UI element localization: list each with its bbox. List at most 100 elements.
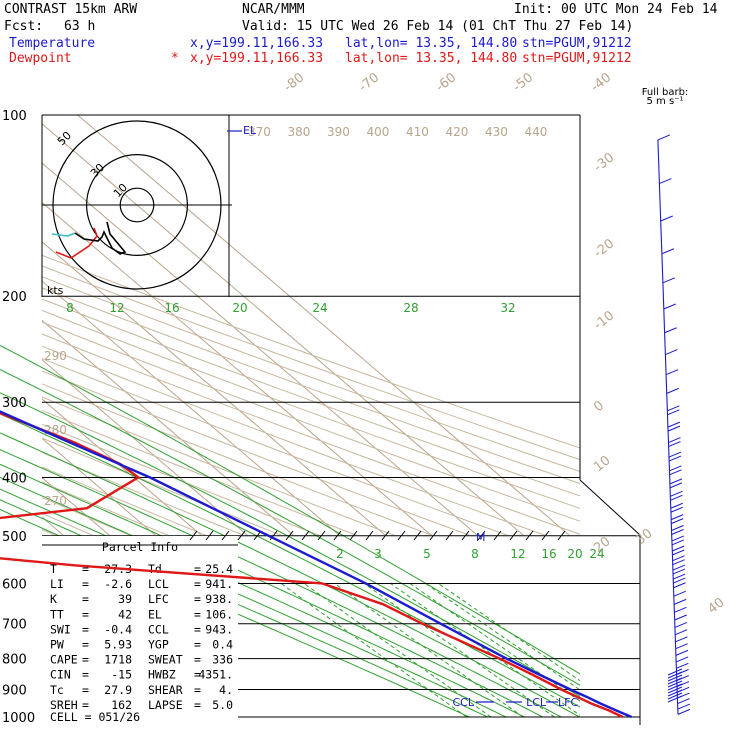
- parcel-equals: =: [194, 668, 201, 682]
- hatch-mark: [397, 530, 406, 541]
- hodograph-ring: [119, 187, 155, 223]
- dewpoint-profile-line: [0, 411, 624, 719]
- moist-adiabat-label: 8: [66, 301, 74, 315]
- moist-adiabat-label: 32: [500, 301, 515, 315]
- wind-barb: [668, 455, 682, 462]
- parcel-value: 336: [212, 653, 233, 667]
- mixing-ratio-line: [390, 582, 580, 716]
- wind-barb: [668, 451, 682, 458]
- temperature-profile-line: [0, 410, 633, 719]
- dry-adiabat-line: [42, 276, 580, 473]
- moist-adiabat-label: 16: [164, 301, 179, 315]
- mixing-ratio-label: 5: [423, 547, 431, 561]
- hatch-mark: [301, 530, 310, 541]
- theta-label: 420: [446, 125, 469, 139]
- parcel-value: 106.: [205, 607, 233, 621]
- theta-label: 440: [525, 125, 548, 139]
- wind-barb: [667, 677, 683, 685]
- dewpoint-station: stn=PGUM,91212: [522, 51, 632, 66]
- wind-barb: [667, 686, 683, 694]
- dry-adiabat-line: [42, 333, 580, 535]
- wind-barb: [673, 582, 686, 589]
- hatch-mark: [477, 530, 486, 541]
- parcel-value: 27.9: [104, 683, 132, 697]
- wind-barb: [667, 409, 680, 416]
- wind-barb: [675, 649, 689, 656]
- theta-label: 400: [367, 125, 390, 139]
- isotherm-line: [42, 280, 340, 535]
- org-label: NCAR/MMM: [242, 2, 305, 17]
- parcel-label: T: [50, 562, 57, 576]
- wind-barb: [674, 614, 687, 621]
- hatch-mark: [349, 530, 358, 541]
- parcel-value: 941.: [205, 577, 233, 591]
- hatch-mark: [381, 530, 390, 541]
- wind-barb: [673, 577, 686, 584]
- hodograph-trace-upper: [74, 221, 127, 255]
- dewpoint-latlon: lat,lon= 13.35, 144.80: [345, 51, 518, 66]
- wind-barb: [668, 437, 681, 443]
- dry-adiabat-line: [42, 298, 580, 497]
- wind-barb: [675, 636, 688, 643]
- parcel-label: Tc: [50, 683, 64, 697]
- parcel-label: K: [50, 592, 57, 606]
- wind-barb: [677, 698, 690, 705]
- temperature-xy: x,y=199.11,166.33: [190, 36, 324, 51]
- parcel-value: 5.93: [104, 638, 132, 652]
- wind-barb: [667, 668, 683, 676]
- moist-adiabat-label: 12: [109, 301, 124, 315]
- isotherm-label: 0: [591, 398, 607, 415]
- level-marker-label: EL: [243, 124, 257, 137]
- mixing-ratio-label: 8: [471, 547, 479, 561]
- theta-label: 410: [406, 125, 429, 139]
- wind-barb: [671, 539, 685, 546]
- wind-barb: [670, 490, 683, 497]
- hatch-mark: [189, 530, 198, 541]
- parcel-label: SREH: [50, 698, 78, 712]
- moist-adiabat-label: 28: [403, 301, 418, 315]
- wind-barb: [673, 573, 686, 580]
- pressure-label: 200: [2, 290, 27, 305]
- parcel-label: EL: [148, 607, 162, 621]
- parcel-label: LFC: [148, 592, 169, 606]
- wind-barb: [665, 369, 679, 376]
- moist-adiabat-line: [0, 449, 562, 718]
- parcel-equals: =: [82, 653, 89, 667]
- wind-barb: [670, 506, 683, 513]
- mixing-ratio-label: 20: [567, 547, 582, 561]
- moist-adiabat-line: [0, 344, 580, 675]
- parcel-equals: =: [194, 698, 201, 712]
- wind-barb: [663, 303, 676, 310]
- parcel-label: SWI: [50, 622, 71, 636]
- dry-adiabat-line: [42, 309, 580, 509]
- hatch-mark: [429, 530, 438, 541]
- isotherm-label: -10: [591, 308, 617, 333]
- wind-barb: [664, 327, 677, 334]
- hatch-mark: [557, 530, 566, 541]
- hodograph-ring: [85, 154, 189, 257]
- hodograph-trace-low: [51, 232, 76, 237]
- wind-barb: [666, 387, 679, 394]
- parcel-value: 938.: [205, 592, 233, 606]
- parcel-label: Td: [148, 562, 162, 576]
- parcel-equals: =: [82, 622, 89, 636]
- hatch-mark: [525, 530, 534, 541]
- wind-barb: [667, 421, 681, 428]
- parcel-value: 4351.: [198, 668, 233, 682]
- hatch-mark: [285, 530, 294, 541]
- isotherm-label: 30: [633, 526, 655, 548]
- wind-barb: [667, 425, 681, 432]
- frame-diagonal: [579, 479, 641, 536]
- wind-barb: [667, 680, 683, 688]
- parcel-label: SWEAT: [148, 653, 183, 667]
- pressure-label: 500: [2, 530, 27, 545]
- level-marker-label: M: [476, 531, 486, 544]
- hodograph-ring: [52, 120, 222, 290]
- wind-barb: [675, 643, 688, 650]
- theta-label: 390: [327, 125, 350, 139]
- isotherm-line: [42, 241, 386, 535]
- hatch-mark: [237, 530, 246, 541]
- parcel-equals: =: [194, 653, 201, 667]
- isotherm-label: -70: [356, 70, 382, 95]
- isotherm-label: 40: [705, 595, 727, 617]
